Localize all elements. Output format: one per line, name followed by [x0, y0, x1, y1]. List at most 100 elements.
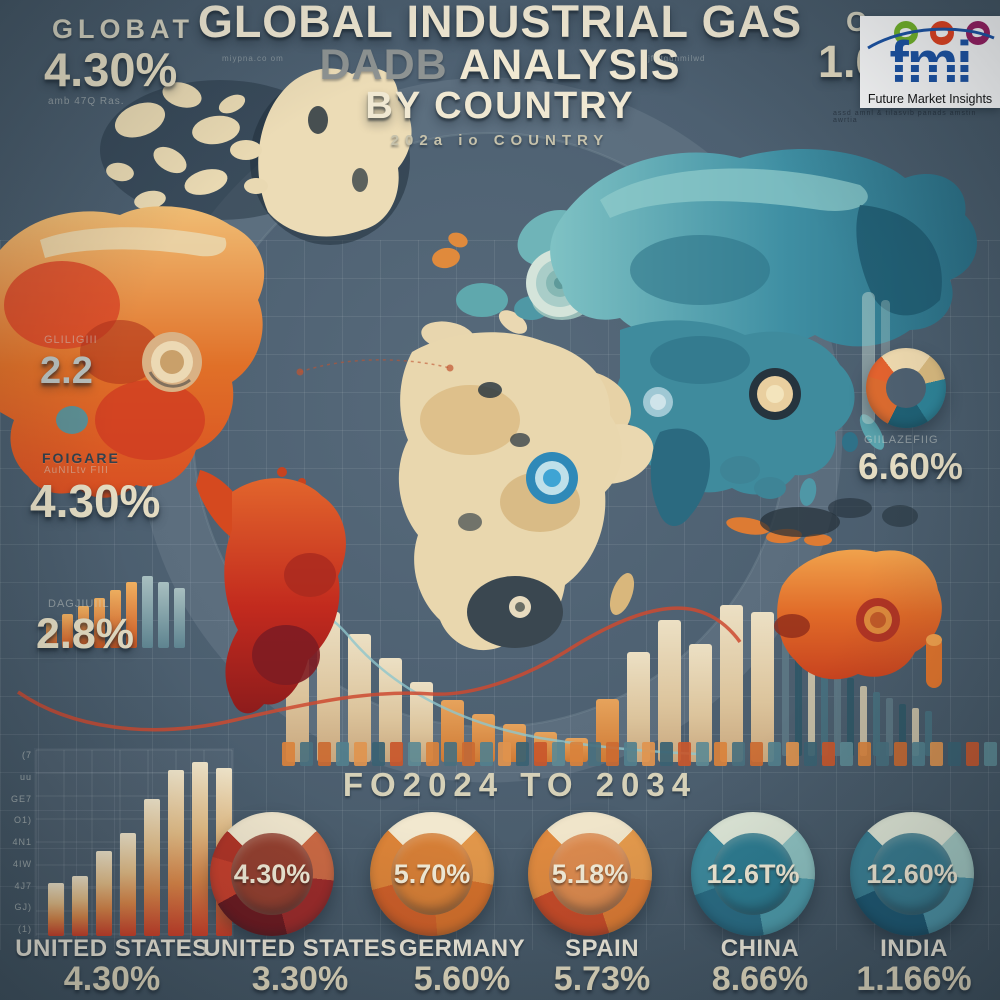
country-value: 5.73% [553, 960, 651, 998]
y-tick-label: O1) [13, 815, 32, 826]
strip-cell [282, 742, 295, 766]
greenland-notch [352, 168, 368, 192]
country-value: 3.30% [251, 960, 349, 998]
donut-chart-spain: 5.18% [528, 812, 652, 936]
mini-donut-ring [866, 348, 946, 428]
south-america-dark-patch [252, 625, 320, 685]
japan-shape [859, 414, 885, 450]
strip-cell [984, 742, 997, 766]
bar [72, 876, 88, 936]
russia-light-band [600, 168, 868, 218]
map-badge-south-africa [509, 596, 531, 618]
africa-gap [458, 513, 482, 531]
strip-cell [768, 742, 781, 766]
bar [110, 590, 121, 648]
donut-center: 12.6T% [706, 833, 800, 915]
madagascar-shape [609, 573, 635, 615]
route-dot [446, 364, 454, 372]
timeline-strip [282, 742, 997, 766]
korea-shape [842, 432, 858, 452]
indonesia-shape [804, 534, 832, 546]
north-america-red-patch [95, 380, 205, 460]
stat-mid-left-upper-label: GLILIGIII [44, 334, 98, 346]
y-tick-label: GJ) [14, 902, 32, 913]
australia-dark-patch [774, 614, 810, 638]
oceania-silhouette [828, 498, 872, 518]
country-label-china: CHINA 8.66% [670, 936, 850, 997]
strip-cell [822, 742, 835, 766]
stat-mid-left-lower-value: 4.30% [30, 475, 161, 527]
title-ghost-word: DADB [319, 41, 448, 89]
bar [94, 598, 105, 648]
route-dot [296, 368, 304, 376]
y-tick-label: uu [19, 771, 32, 782]
strip-cell [966, 742, 979, 766]
donut-ring: 5.70% [370, 812, 494, 936]
bar [808, 656, 815, 756]
page-title-line2: DADB ANALYSIS [0, 41, 1000, 89]
bar [379, 658, 402, 762]
bar [158, 582, 169, 648]
logo-footnote: assd amnl & tilasvib panads amstin awrti… [833, 110, 977, 124]
se-asia-shape [754, 477, 786, 499]
indonesia-shape [726, 517, 770, 535]
country-label-india: INDIA 1.166% [828, 936, 1000, 997]
country-name: UNITED STATES [203, 935, 397, 962]
strip-cell [426, 742, 439, 766]
strip-cell [390, 742, 403, 766]
bar [168, 770, 184, 936]
country-value: 5.60% [413, 960, 511, 998]
country-label-spain: SPAIN 5.73% [512, 936, 692, 997]
bar [348, 634, 371, 762]
bar [847, 678, 854, 756]
north-america-red-patch [4, 261, 120, 349]
donut-chart-india: 12.60% [850, 812, 974, 936]
page-subtitle: 202a io COUNTRY [390, 132, 610, 149]
stat-mid-right-value: 6.60% [858, 446, 963, 487]
strip-cell [840, 742, 853, 766]
y-tick-label: (7 [21, 750, 32, 760]
teal-dot-decoration [56, 406, 88, 434]
strip-cell [732, 742, 745, 766]
strip-cell [930, 742, 943, 766]
greenland-shape [258, 68, 412, 237]
strip-cell [462, 742, 475, 766]
bar [886, 698, 893, 756]
donut-center: 12.60% [866, 833, 958, 915]
country-value: 4.30% [63, 960, 161, 998]
donut-value: 5.70% [393, 858, 471, 889]
bar [142, 576, 153, 648]
strip-cell [480, 742, 493, 766]
east-siberia-shape [856, 205, 942, 316]
mini-bar-chart [46, 576, 185, 648]
bar [48, 883, 64, 936]
mini-donut-hole [886, 368, 926, 408]
philippines-shape [799, 478, 817, 506]
strip-cell [696, 742, 709, 766]
india-shape [650, 428, 710, 527]
donut-ring: 12.60% [850, 812, 974, 936]
country-name: UNITED STATES [15, 935, 209, 962]
bar [658, 620, 681, 762]
stat-lower-left-value: 2.8% [36, 610, 135, 658]
south-america-texture-patch [284, 553, 336, 597]
strip-cell [678, 742, 691, 766]
strip-cell [318, 742, 331, 766]
logo-swoosh [867, 27, 995, 50]
bar [873, 692, 880, 756]
donut-center: 4.30% [231, 833, 313, 915]
bar [192, 762, 208, 936]
country-value: 8.66% [711, 960, 809, 998]
map-badge-central-asia [643, 387, 673, 417]
donut-value: 4.30% [233, 858, 311, 889]
country-label-us1: UNITED STATES 4.30% [0, 936, 224, 997]
donut-value: 12.60% [866, 858, 958, 889]
bar [96, 851, 112, 936]
europe-shape [456, 283, 508, 317]
y-tick-label: GE7 [10, 793, 32, 804]
se-asia-shape [720, 456, 760, 484]
country-name: GERMANY [398, 935, 526, 962]
bar [62, 614, 73, 648]
bar [627, 652, 650, 762]
strip-cell [588, 742, 601, 766]
